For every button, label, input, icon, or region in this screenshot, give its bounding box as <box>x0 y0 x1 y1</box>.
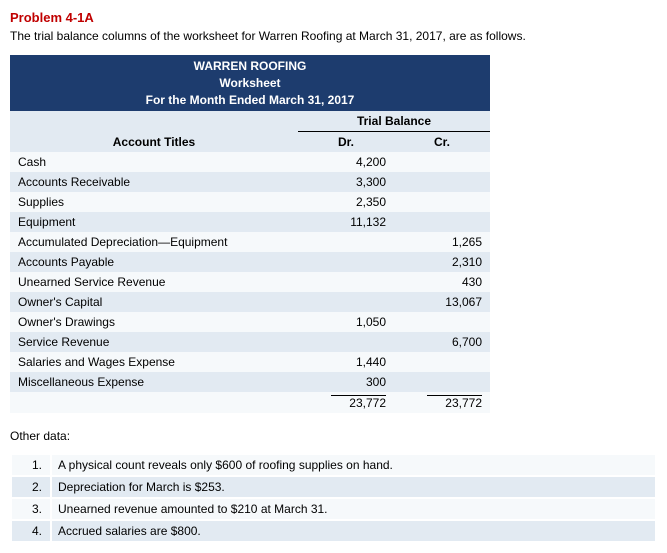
table-row: Supplies2,350 <box>10 192 490 212</box>
cr-cell <box>394 372 490 392</box>
other-data-item: 1.A physical count reveals only $600 of … <box>12 455 655 475</box>
dr-cell <box>298 232 394 252</box>
worksheet-header: WARREN ROOFING Worksheet For the Month E… <box>10 55 490 111</box>
table-row: Service Revenue 6,700 <box>10 332 490 352</box>
problem-title: Problem 4-1A <box>10 10 657 25</box>
cr-cell: 13,067 <box>394 292 490 312</box>
account-title-cell: Equipment <box>10 212 298 232</box>
table-row: Cash4,200 <box>10 152 490 172</box>
account-title-cell: Accounts Payable <box>10 252 298 272</box>
worksheet-header-line1: WARREN ROOFING <box>18 58 482 75</box>
worksheet-table: WARREN ROOFING Worksheet For the Month E… <box>10 55 490 413</box>
dr-cell: 1,440 <box>298 352 394 372</box>
worksheet-header-line2: Worksheet <box>18 75 482 92</box>
dr-cell: 3,300 <box>298 172 394 192</box>
dr-cell: 2,350 <box>298 192 394 212</box>
other-data-item: 2.Depreciation for March is $253. <box>12 477 655 497</box>
total-cr: 23,772 <box>427 395 482 410</box>
dr-cell <box>298 292 394 312</box>
cr-cell: 430 <box>394 272 490 292</box>
dr-cell <box>298 272 394 292</box>
cr-cell <box>394 192 490 212</box>
table-row: Accounts Receivable3,300 <box>10 172 490 192</box>
cr-cell: 2,310 <box>394 252 490 272</box>
table-row: Accounts Payable 2,310 <box>10 252 490 272</box>
account-title-cell: Miscellaneous Expense <box>10 372 298 392</box>
account-title-cell: Owner's Drawings <box>10 312 298 332</box>
table-row: Equipment11,132 <box>10 212 490 232</box>
dr-cell <box>298 252 394 272</box>
table-row: Owner's Drawings1,050 <box>10 312 490 332</box>
table-row: Unearned Service Revenue 430 <box>10 272 490 292</box>
other-data-list: 1.A physical count reveals only $600 of … <box>10 453 657 543</box>
account-title-cell: Service Revenue <box>10 332 298 352</box>
other-data-text: Accrued salaries are $800. <box>52 521 655 541</box>
other-data-text: Unearned revenue amounted to $210 at Mar… <box>52 499 655 519</box>
cr-cell <box>394 212 490 232</box>
cr-cell: 1,265 <box>394 232 490 252</box>
dr-cell: 4,200 <box>298 152 394 172</box>
other-data-index: 3. <box>12 499 50 519</box>
account-title-cell: Salaries and Wages Expense <box>10 352 298 372</box>
account-title-cell: Unearned Service Revenue <box>10 272 298 292</box>
problem-description: The trial balance columns of the workshe… <box>10 29 657 43</box>
other-data-item: 3.Unearned revenue amounted to $210 at M… <box>12 499 655 519</box>
account-title-cell: Supplies <box>10 192 298 212</box>
other-data-index: 2. <box>12 477 50 497</box>
dr-cell <box>298 332 394 352</box>
cr-cell <box>394 312 490 332</box>
other-data-index: 4. <box>12 521 50 541</box>
col-account-titles: Account Titles <box>10 132 298 153</box>
cr-cell <box>394 352 490 372</box>
other-data-item: 4.Accrued salaries are $800. <box>12 521 655 541</box>
dr-cell: 1,050 <box>298 312 394 332</box>
other-data-index: 1. <box>12 455 50 475</box>
other-data-text: Depreciation for March is $253. <box>52 477 655 497</box>
total-dr: 23,772 <box>331 395 386 410</box>
cr-cell <box>394 172 490 192</box>
table-row: Accumulated Depreciation—Equipment 1,265 <box>10 232 490 252</box>
other-data-label: Other data: <box>10 429 657 443</box>
account-title-cell: Accumulated Depreciation—Equipment <box>10 232 298 252</box>
account-title-cell: Owner's Capital <box>10 292 298 312</box>
col-dr: Dr. <box>298 132 394 153</box>
table-row: Owner's Capital 13,067 <box>10 292 490 312</box>
dr-cell: 300 <box>298 372 394 392</box>
worksheet-header-line3: For the Month Ended March 31, 2017 <box>18 92 482 109</box>
dr-cell: 11,132 <box>298 212 394 232</box>
other-data-text: A physical count reveals only $600 of ro… <box>52 455 655 475</box>
cr-cell <box>394 152 490 172</box>
totals-row: 23,772 23,772 <box>10 392 490 413</box>
trial-balance-header: Trial Balance <box>298 111 490 132</box>
cr-cell: 6,700 <box>394 332 490 352</box>
table-row: Miscellaneous Expense300 <box>10 372 490 392</box>
account-title-cell: Accounts Receivable <box>10 172 298 192</box>
table-row: Salaries and Wages Expense1,440 <box>10 352 490 372</box>
account-title-cell: Cash <box>10 152 298 172</box>
col-cr: Cr. <box>394 132 490 153</box>
blank-header <box>10 111 298 132</box>
